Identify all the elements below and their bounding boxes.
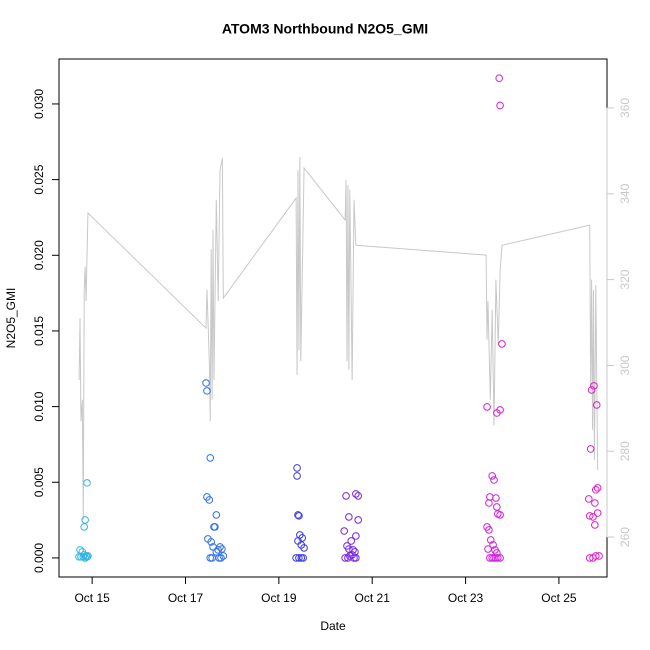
point	[81, 554, 89, 562]
point	[212, 548, 221, 556]
point	[488, 472, 496, 480]
point	[206, 454, 215, 462]
point	[489, 541, 497, 549]
point	[493, 409, 501, 417]
point	[485, 526, 493, 534]
point	[591, 499, 599, 507]
point	[79, 553, 88, 561]
point	[219, 552, 228, 560]
point	[496, 554, 504, 562]
point	[214, 546, 222, 554]
point	[299, 554, 307, 562]
point	[293, 464, 301, 472]
point	[354, 492, 363, 500]
point	[486, 536, 495, 544]
x-tick-label: Oct 23	[448, 591, 484, 605]
point	[342, 492, 350, 500]
y-tick-label: 0.010	[32, 391, 46, 421]
chart-title: ATOM3 Northbound N2O5_GMI	[222, 21, 428, 37]
point	[294, 511, 302, 519]
point	[484, 545, 492, 553]
y-tick-label: 0.000	[32, 543, 46, 573]
point	[81, 516, 89, 524]
x-tick-label: Oct 15	[74, 591, 110, 605]
y-tick-label: 0.030	[32, 89, 46, 119]
y-tick-label: 0.005	[32, 467, 46, 497]
point	[493, 554, 502, 562]
point	[485, 499, 493, 507]
point	[349, 546, 357, 554]
plot-frame	[58, 58, 608, 578]
point	[592, 401, 601, 409]
x-tick-label: Oct 21	[355, 591, 391, 605]
point	[486, 554, 494, 562]
point	[341, 554, 349, 562]
point	[212, 511, 221, 519]
point	[498, 340, 506, 348]
point	[211, 523, 219, 531]
point	[486, 493, 494, 501]
point	[300, 544, 308, 552]
point	[340, 527, 349, 535]
y2-tick-label: 260	[618, 527, 632, 547]
point	[352, 490, 360, 498]
point	[207, 538, 215, 546]
y2-tick-label: 360	[618, 98, 632, 118]
x-tick-label: Oct 19	[261, 591, 297, 605]
point	[591, 521, 599, 529]
point	[293, 472, 301, 480]
point	[83, 553, 91, 561]
y2-tick-label: 340	[618, 183, 632, 203]
point	[295, 554, 303, 562]
y-tick-label: 0.020	[32, 240, 46, 270]
point	[595, 552, 603, 560]
point	[587, 386, 596, 394]
y2-tick-label: 280	[618, 441, 632, 461]
point	[593, 509, 602, 517]
y-axis-label: N2O5_GMI	[4, 288, 18, 349]
y-tick-label: 0.015	[32, 316, 46, 346]
point	[593, 484, 602, 492]
point	[591, 486, 600, 494]
point	[345, 513, 353, 521]
x-tick-label: Oct 25	[541, 591, 577, 605]
point	[585, 512, 594, 520]
point	[352, 554, 360, 562]
x-tick-label: Oct 17	[168, 591, 204, 605]
point	[495, 74, 503, 83]
y-tick-label: 0.025	[32, 164, 46, 194]
point	[80, 523, 89, 531]
point	[591, 552, 600, 560]
point	[217, 554, 225, 562]
point	[354, 516, 363, 524]
point	[493, 503, 501, 511]
point	[203, 387, 211, 395]
point	[492, 494, 500, 502]
point	[202, 379, 210, 387]
point	[347, 537, 356, 545]
y2-tick-label: 320	[618, 269, 632, 289]
point	[483, 403, 491, 411]
point	[589, 513, 597, 521]
point	[496, 511, 504, 519]
point	[586, 445, 595, 453]
point	[77, 553, 85, 561]
point	[83, 479, 91, 487]
point	[295, 512, 303, 520]
y2-tick-label: 300	[618, 355, 632, 375]
point	[352, 532, 360, 540]
point	[496, 101, 504, 110]
point	[490, 476, 498, 484]
line-series	[78, 156, 599, 520]
point	[590, 382, 598, 390]
point	[584, 495, 593, 503]
point	[205, 496, 214, 504]
x-axis-label: Date	[320, 619, 346, 633]
